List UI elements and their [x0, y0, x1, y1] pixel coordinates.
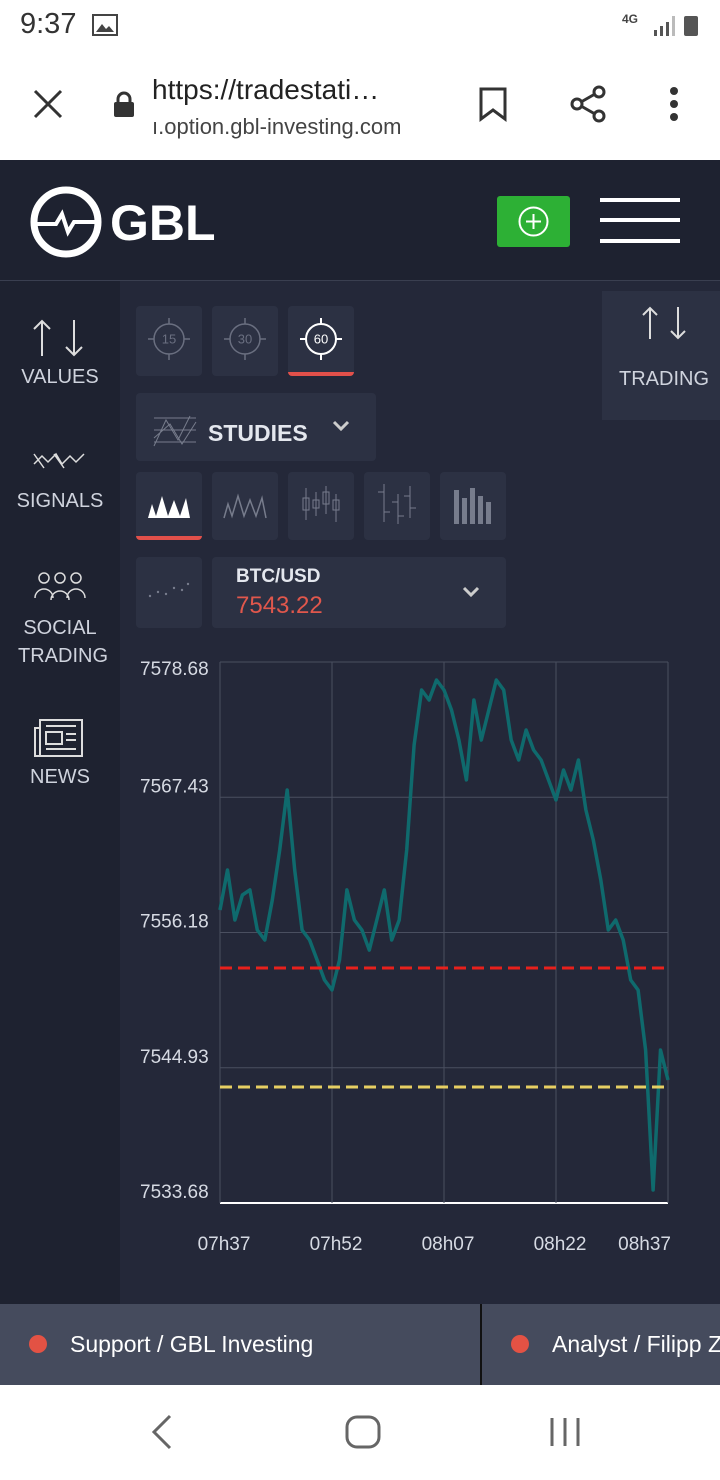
price-line: [218, 678, 670, 1192]
timeframe-icon: 60: [300, 318, 342, 360]
hamburger-button[interactable]: [600, 198, 680, 244]
timeframe-label: 60: [314, 331, 328, 346]
trading-label: TRADING: [619, 368, 709, 390]
share-button[interactable]: [568, 84, 608, 124]
x-tick-label: 08h07: [422, 1234, 475, 1255]
sidebar-item[interactable]: SOCIAL TRADING: [18, 617, 108, 667]
y-tick-label: 7533.68: [140, 1182, 209, 1203]
signals-icon: [33, 452, 85, 469]
divider: [0, 280, 720, 281]
lock-icon: [114, 91, 134, 117]
scatter-button[interactable]: [136, 557, 202, 628]
chart-type-button[interactable]: [136, 472, 202, 540]
timeframe-button[interactable]: [212, 306, 278, 376]
ticker-item[interactable]: Analyst / Filipp Z: [552, 1331, 720, 1357]
signal-battery: [654, 16, 698, 36]
instrument-symbol: BTC/USD: [236, 566, 321, 587]
chevron: [332, 420, 350, 432]
y-tick-label: 7556.18: [140, 912, 209, 933]
chart-type-button[interactable]: [364, 472, 430, 540]
x-tick-label: 07h37: [198, 1234, 251, 1255]
chart-type-button[interactable]: [288, 472, 354, 540]
back-button[interactable]: [150, 1414, 174, 1450]
y-tick-label: 7578.68: [140, 659, 209, 680]
instrument-select[interactable]: [212, 557, 506, 628]
chart-type-button[interactable]: [212, 472, 278, 540]
timeframe-button[interactable]: [288, 306, 354, 376]
line-icon: [223, 493, 267, 519]
status-dot: [29, 1335, 47, 1353]
timeframe-button[interactable]: [136, 306, 202, 376]
ticker-item[interactable]: Support / GBL Investing: [70, 1331, 314, 1357]
y-tick-label: 7544.93: [140, 1047, 209, 1068]
network: 4G: [622, 12, 639, 26]
ticker-bar: [0, 1304, 720, 1385]
bookmark-button[interactable]: [478, 86, 508, 122]
bars-icon: [454, 488, 491, 524]
area-icon: [148, 496, 190, 518]
recents-button[interactable]: [548, 1416, 582, 1448]
menu-button[interactable]: [668, 86, 680, 122]
x-tick-label: 07h52: [310, 1234, 363, 1255]
add-button[interactable]: [497, 196, 570, 247]
timeframe-icon: 15: [148, 318, 190, 360]
scatter-icon: [148, 582, 190, 598]
timeframe-label: 15: [162, 331, 176, 346]
domain: ı.option.gbl-investing.com: [152, 114, 402, 139]
studies-icon: [153, 415, 197, 447]
url[interactable]: https://tradestati…: [152, 74, 380, 105]
x-tick-label: 08h22: [534, 1234, 587, 1255]
social-icon: [34, 572, 86, 601]
price-chart: 7533.68 7544.93 7556.18 7567.43 7578.68 07h37…: [140, 659, 671, 1255]
gallery-icon: [92, 14, 118, 36]
studies-button[interactable]: [136, 393, 376, 461]
trading-icon: [642, 306, 686, 340]
close-button[interactable]: [32, 88, 64, 120]
home-button[interactable]: [344, 1414, 382, 1450]
chevron: [462, 586, 480, 598]
ohlc-icon: [378, 484, 416, 524]
status-dot: [511, 1335, 529, 1353]
logo[interactable]: GBL: [110, 195, 216, 251]
instrument-price: 7543.22: [236, 592, 323, 619]
sidebar-item[interactable]: SIGNALS: [16, 490, 104, 512]
news-icon: [34, 719, 83, 757]
x-tick-label: 08h37: [618, 1234, 671, 1255]
trading-panel[interactable]: [602, 291, 720, 420]
sidebar-item[interactable]: VALUES: [21, 366, 99, 388]
timeframe-icon: 30: [224, 318, 266, 360]
sidebar-item[interactable]: NEWS: [30, 766, 90, 788]
candle-icon: [302, 486, 340, 522]
studies-label: STUDIES: [208, 420, 308, 446]
logo-globe: [30, 186, 102, 258]
divider: [480, 1304, 482, 1385]
timeframe-label: 30: [238, 331, 252, 346]
y-tick-label: 7567.43: [140, 776, 209, 797]
values-icon: [33, 319, 83, 357]
clock: 9:37: [20, 8, 77, 40]
